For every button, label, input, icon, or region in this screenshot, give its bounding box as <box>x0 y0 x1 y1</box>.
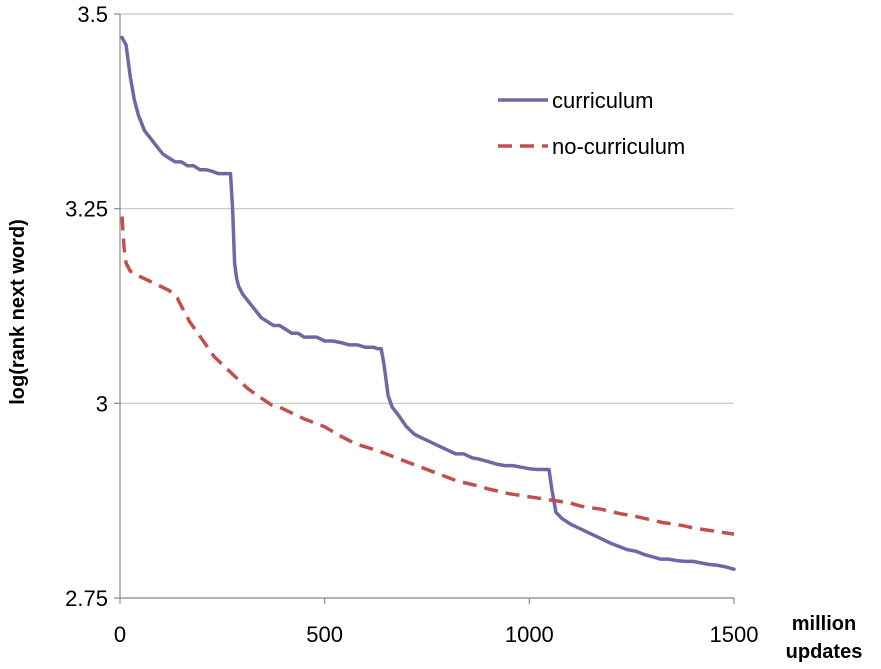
legend: curriculum no-curriculum <box>498 88 685 159</box>
legend-label: no-curriculum <box>552 134 685 159</box>
series-lines <box>120 35 736 571</box>
axes <box>114 13 735 604</box>
x-axis-title-line: updates <box>786 641 863 663</box>
x-axis-title-line: million <box>792 613 856 635</box>
series-line-curriculum <box>120 35 736 571</box>
legend-label: curriculum <box>552 88 653 113</box>
y-tick-label: 3 <box>96 391 108 416</box>
legend-item-no-curriculum: no-curriculum <box>498 134 685 159</box>
gridlines <box>120 13 734 404</box>
y-tick-label: 2.75 <box>65 586 108 611</box>
x-tick-label: 500 <box>306 622 343 647</box>
y-axis-title: log(rank next word) <box>7 219 29 405</box>
x-tick-label: 1000 <box>505 622 554 647</box>
y-tick-label: 3.25 <box>65 197 108 222</box>
y-tick-label: 3.5 <box>77 2 108 27</box>
x-tick-label: 0 <box>114 622 126 647</box>
series-line-no-curriculum <box>120 216 735 536</box>
legend-item-curriculum: curriculum <box>498 88 653 113</box>
axis-labels: 2.75 3 3.25 3.5 0 500 1000 1500 log(rank next wo… <box>7 2 862 663</box>
x-tick-label: 1500 <box>710 622 759 647</box>
